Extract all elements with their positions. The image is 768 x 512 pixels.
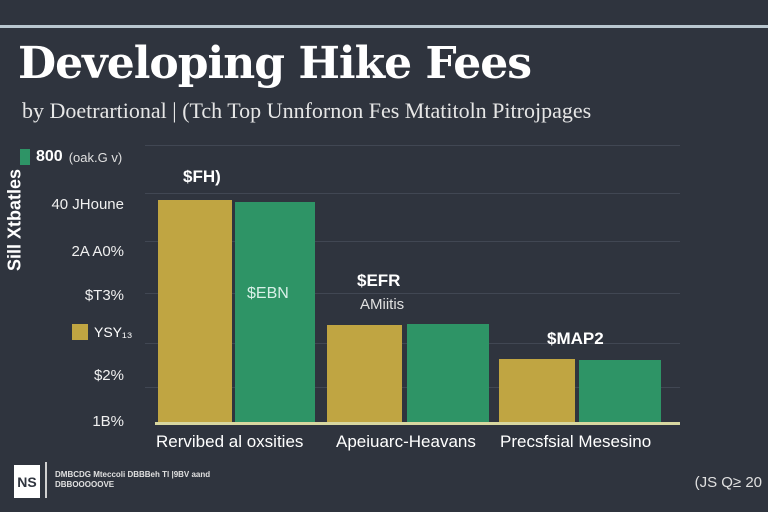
footer-credit: (JS Q≥ 20 (694, 474, 762, 491)
footer-source-line1: DMBCDG Mteccoli DBBBeh Tl |9BV aand (55, 470, 211, 479)
x-axis-baseline (155, 422, 680, 425)
gridline (145, 241, 680, 242)
legend-swatch-gold (72, 324, 88, 340)
bar-c1-gold[interactable] (327, 325, 402, 422)
footer-source: DMBCDG Mteccoli DBBBeh Tl |9BV aand DBBO… (55, 470, 210, 490)
legend-item-green: 800 (oak.G v) (20, 148, 122, 166)
bar-sub-label: AMiitis (360, 296, 405, 313)
bar-value-label: $MAP2 (547, 329, 604, 348)
top-rule (0, 25, 768, 28)
x-tick: Rervibed al oxsities (156, 432, 304, 451)
gridline (145, 293, 680, 294)
chart-subtitle: by Doetrartional | (Tch Top Unnfornon Fe… (22, 98, 592, 123)
source-logo: NS (14, 465, 40, 498)
bar-value-label: $EFR (357, 271, 401, 290)
chart-title: Developing Hike Fees (18, 38, 532, 89)
y-tick: 2A A0% (71, 243, 124, 260)
legend-swatch-green (20, 149, 30, 165)
y-axis-label: Sill Xtbatles (4, 168, 25, 272)
bar-c0-green[interactable] (235, 202, 315, 422)
bar-c1-green[interactable] (407, 324, 489, 422)
y-tick: $T3% (84, 287, 124, 304)
legend-sub: (oak.G v) (68, 149, 123, 165)
bar-value-label: $FH) (183, 167, 221, 186)
legend-label: YSY₁₃ (94, 324, 133, 340)
bar-c2-gold[interactable] (499, 359, 575, 422)
gridline (145, 193, 680, 194)
y-tick: 1B% (92, 413, 124, 430)
y-tick: $2% (93, 367, 124, 384)
footer-divider (45, 462, 47, 498)
bar-inner-label: $EBN (247, 285, 289, 302)
bar-c2-green[interactable] (579, 360, 661, 422)
x-tick: Precsfsial Mesesino (500, 432, 652, 451)
y-tick: 40 JHoune (51, 196, 124, 213)
footer-source-line2: DBBOOOOOVE (55, 480, 115, 489)
plot-area: $FH) $EBN $EFR AMiitis $MAP2 (145, 145, 680, 425)
legend-item-gold: YSY₁₃ (72, 324, 132, 340)
gridline (145, 145, 680, 146)
bar-c0-gold[interactable] (158, 200, 232, 422)
x-tick: Apeiuarc-Heavans (336, 432, 476, 451)
legend-value: 800 (36, 148, 63, 165)
